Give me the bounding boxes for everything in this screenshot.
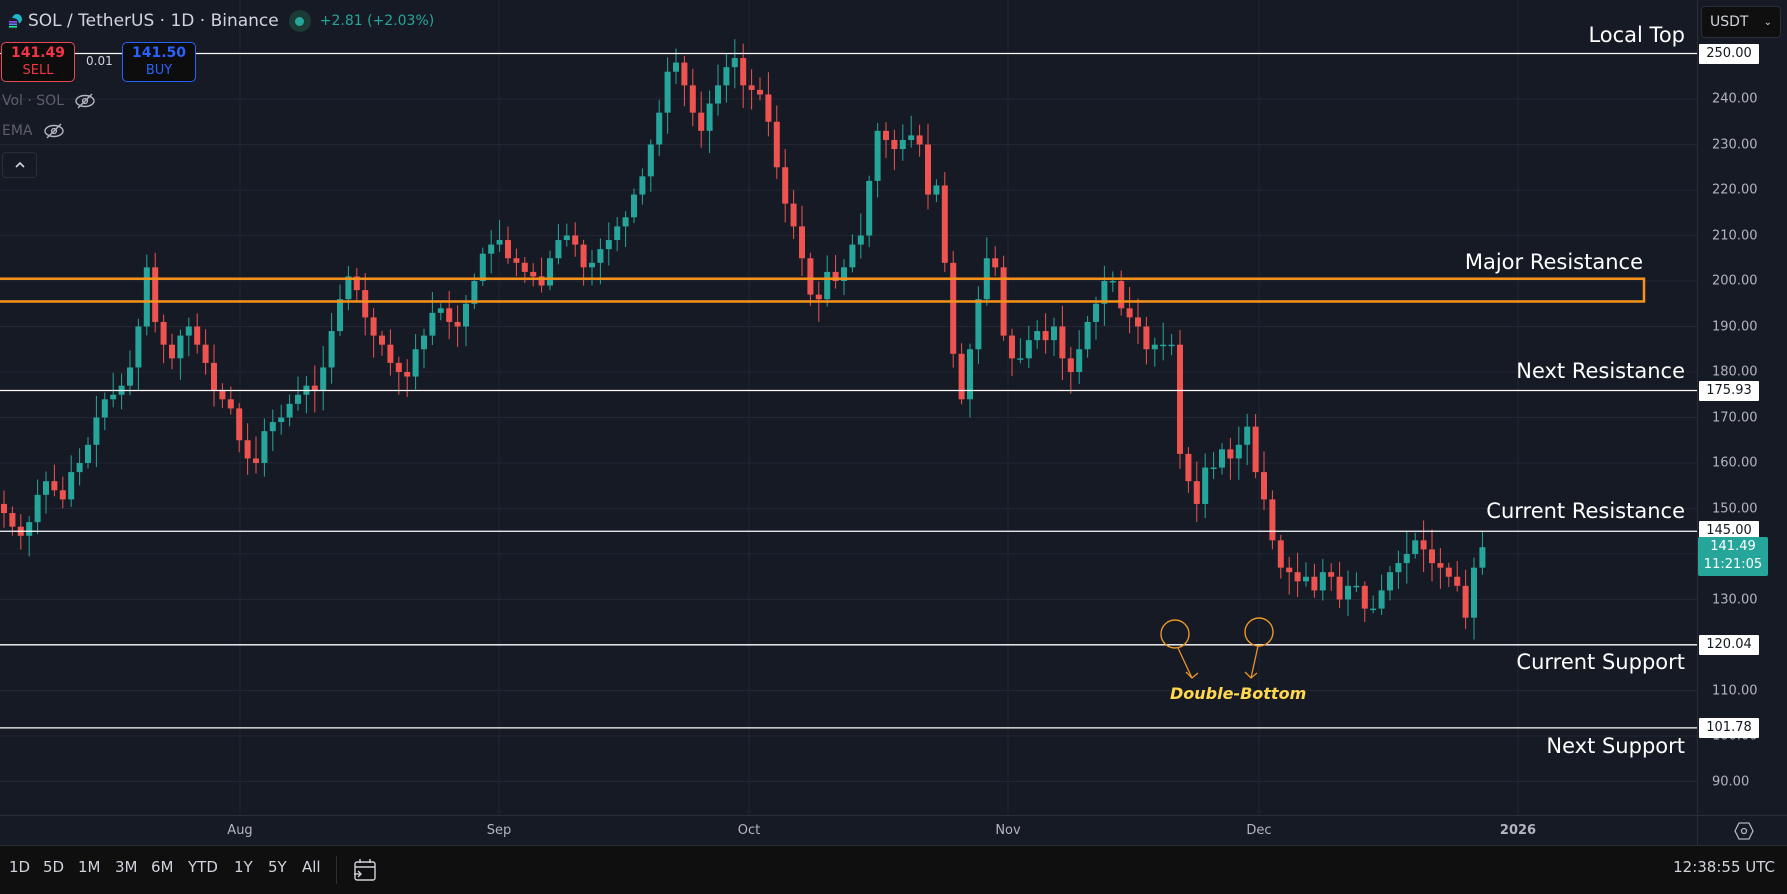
level-price-label: 120.04	[1699, 634, 1759, 655]
settings-hexagon-icon[interactable]	[1734, 822, 1754, 840]
sell-price: 141.49	[10, 45, 66, 61]
range-5y[interactable]: 5Y	[268, 858, 287, 876]
indicator-label: EMA	[2, 123, 33, 139]
eye-off-icon[interactable]	[43, 123, 65, 139]
chevron-up-icon	[14, 161, 25, 168]
price-tick: 150.00	[1712, 501, 1758, 516]
price-tick: 170.00	[1712, 410, 1758, 425]
indicator-volume[interactable]: Vol · SOL	[2, 93, 96, 109]
range-1m[interactable]: 1M	[78, 858, 101, 876]
time-tick: Sep	[486, 823, 512, 838]
label-next-resistance: Next Resistance	[1516, 359, 1685, 383]
range-5d[interactable]: 5D	[43, 858, 65, 876]
level-price-label: 175.93	[1699, 380, 1759, 401]
go-to-date-icon[interactable]	[352, 857, 378, 883]
price-tick: 220.00	[1712, 182, 1758, 198]
bottom-toolbar: 1D 5D 1M 3M 6M YTD 1Y 5Y All 12:38:55 UT…	[0, 845, 1787, 894]
indicator-ema[interactable]: EMA	[2, 123, 65, 139]
chevron-down-icon: ⌄	[1763, 16, 1772, 28]
price-tick: 190.00	[1712, 319, 1758, 334]
bar-countdown: 11:21:05	[1703, 557, 1763, 573]
utc-clock[interactable]: 12:38:55 UTC	[1673, 858, 1775, 876]
level-price-label: 101.78	[1699, 717, 1759, 738]
time-axis[interactable]: Aug Sep Oct Nov Dec 2026	[0, 815, 1697, 846]
price-tick: 110.00	[1712, 683, 1758, 698]
chart-pane[interactable]	[0, 0, 1697, 815]
buy-button[interactable]: 141.50 BUY	[122, 42, 196, 82]
range-ytd[interactable]: YTD	[188, 858, 218, 876]
buy-label: BUY	[145, 63, 173, 78]
symbol-title[interactable]: SOL / TetherUS · 1D · Binance	[28, 11, 279, 31]
price-tick: 230.00	[1712, 137, 1758, 152]
price-tick: 160.00	[1712, 455, 1758, 471]
label-local-top: Local Top	[1588, 23, 1685, 47]
symbol-header: SOL / TetherUS · 1D · Binance +2.81 (+2.…	[6, 10, 434, 32]
price-tick: 130.00	[1712, 592, 1758, 607]
indicator-label: Vol · SOL	[2, 93, 65, 109]
price-axis[interactable]: 250.00 240.00 230.00 220.00 210.00 200.00 190.…	[1697, 0, 1787, 815]
price-tick: 240.00	[1712, 91, 1758, 107]
market-status-indicator	[288, 10, 311, 32]
time-tick: Dec	[1246, 823, 1272, 838]
buy-price: 141.50	[131, 45, 187, 61]
divider	[336, 856, 337, 884]
level-price-label: 250.00	[1699, 43, 1759, 64]
time-tick: 2026	[1499, 823, 1537, 838]
range-1d[interactable]: 1D	[9, 858, 31, 876]
candlestick-chart[interactable]	[0, 0, 1697, 815]
price-tick: 210.00	[1712, 228, 1758, 243]
sell-button[interactable]: 141.49 SELL	[1, 42, 75, 82]
label-current-resistance: Current Resistance	[1486, 499, 1685, 523]
spread-value: 0.01	[86, 54, 113, 68]
eye-off-icon[interactable]	[74, 93, 96, 109]
time-tick: Nov	[995, 823, 1021, 838]
current-price: 141.49	[1710, 539, 1756, 555]
axis-settings-corner[interactable]	[1697, 815, 1787, 846]
current-price-tag: 141.49 11:21:05	[1698, 537, 1768, 577]
range-1y[interactable]: 1Y	[234, 858, 253, 876]
collapse-indicators-button[interactable]	[2, 152, 37, 178]
label-double-bottom: Double-Bottom	[1170, 684, 1307, 703]
level-price-label: 145.00	[1699, 521, 1759, 542]
price-tick: 90.00	[1712, 774, 1750, 789]
price-change: +2.81 (+2.03%)	[319, 13, 435, 29]
time-tick: Aug	[227, 823, 253, 838]
currency-select[interactable]: USDT ⌄	[1701, 6, 1781, 38]
time-tick: Oct	[737, 823, 761, 838]
sell-label: SELL	[22, 63, 54, 78]
label-current-support: Current Support	[1516, 650, 1685, 674]
currency-value: USDT	[1710, 14, 1749, 30]
price-tick: 180.00	[1712, 364, 1758, 380]
range-6m[interactable]: 6M	[151, 858, 174, 876]
range-all[interactable]: All	[302, 858, 321, 876]
solana-logo-icon	[6, 13, 22, 30]
price-tick: 200.00	[1712, 273, 1758, 289]
range-3m[interactable]: 3M	[115, 858, 138, 876]
label-major-resistance: Major Resistance	[1464, 250, 1643, 274]
label-next-support: Next Support	[1546, 734, 1685, 758]
